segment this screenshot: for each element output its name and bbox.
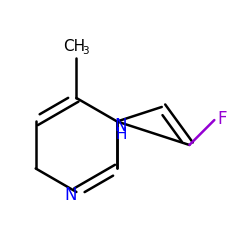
Text: H: H: [115, 127, 126, 142]
Text: 3: 3: [82, 46, 89, 56]
Text: N: N: [114, 117, 127, 135]
Text: N: N: [64, 186, 77, 204]
Text: CH: CH: [63, 39, 85, 54]
Text: F: F: [218, 110, 227, 128]
